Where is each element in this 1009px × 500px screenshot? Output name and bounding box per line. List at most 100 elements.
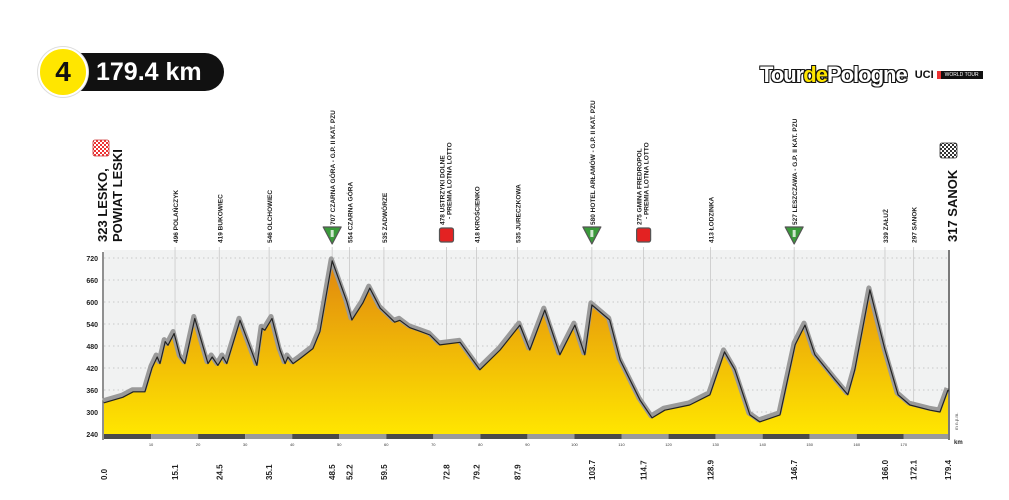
waypoint-label: 535 ZADWÓRZE — [380, 192, 389, 243]
x-minor-tick-label: 130 — [712, 442, 719, 447]
waypoint-label: 546 OLCHOWIEC — [267, 190, 274, 243]
y-tick-label: 720 — [86, 256, 98, 263]
waypoint-label: 419 BUKOWIEC — [217, 194, 224, 243]
logo-tour: Tour — [759, 61, 804, 87]
y-tick-label: 240 — [86, 432, 98, 439]
km-bar-segment — [104, 434, 152, 439]
km-label: 48.5 — [328, 464, 337, 480]
y-axis-unit: m n.p.m. — [954, 412, 959, 430]
x-minor-tick-label: 110 — [618, 442, 625, 447]
km-label: 128.9 — [706, 459, 715, 480]
km-bar-segment — [292, 434, 340, 439]
km-bar-segment — [715, 434, 763, 439]
km-label: 179.4 — [944, 459, 953, 480]
km-bar-segment — [527, 434, 575, 439]
km-bar-segment — [245, 434, 293, 439]
x-minor-tick-label: 40 — [290, 442, 295, 447]
stage-badge: 4 179.4 km — [38, 47, 224, 97]
km-bar-segment — [386, 434, 434, 439]
waypoint-label: 297 SANOK — [912, 207, 919, 243]
uci-logo: UCI — [914, 69, 934, 81]
x-minor-tick-label: 160 — [853, 442, 860, 447]
finish-flag-icon — [939, 142, 958, 159]
y-tick-label: 540 — [86, 322, 98, 329]
sprint-icon — [438, 227, 455, 243]
waypoint-label: 339 ZAŁUŻ — [882, 209, 890, 243]
x-minor-tick-label: 140 — [759, 442, 766, 447]
waypoint-label-secondary: - PREMIA LOTNA LOTTO — [446, 142, 453, 219]
km-label: 79.2 — [473, 464, 482, 480]
km-label: 172.1 — [910, 459, 919, 480]
km-bar-segment — [668, 434, 716, 439]
km-bar-segment — [762, 434, 810, 439]
x-minor-tick-label: 50 — [337, 442, 342, 447]
y-tick-label: 300 — [86, 410, 98, 417]
y-tick-label: 420 — [86, 366, 98, 373]
km-bar-segment — [809, 434, 857, 439]
x-minor-tick-label: 100 — [571, 442, 578, 447]
x-minor-tick-label: 120 — [665, 442, 672, 447]
stage-number: 4 — [38, 47, 88, 97]
x-minor-tick-label: 60 — [384, 442, 389, 447]
x-minor-tick-label: 90 — [525, 442, 530, 447]
x-axis-unit: km — [954, 440, 963, 446]
logo-wordmark: TourdePologne — [759, 61, 908, 88]
x-minor-tick-label: 30 — [243, 442, 248, 447]
km-bar-segment — [433, 434, 481, 439]
waypoint-label: 496 POLAŃCZYK — [171, 190, 180, 243]
waypoint-label: 535 JURECZKOWA — [516, 184, 523, 243]
logo-pologne: Pologne — [826, 61, 908, 87]
y-tick-label: 360 — [86, 388, 98, 395]
km-label: 146.7 — [790, 459, 799, 480]
waypoint-label: 527 LESZCZAWA - G.P. II KAT. PZU — [792, 118, 799, 225]
km-label: 72.8 — [442, 464, 451, 480]
start-label-line2: POWIAT LESKI — [110, 149, 125, 242]
finish-label: 317 SANOK — [945, 169, 960, 242]
waypoint-label: 478 USTRZYKI DOLNE — [439, 155, 446, 225]
km-bar-segment — [903, 434, 948, 439]
x-minor-tick-label: 10 — [149, 442, 154, 447]
waypoint-label: 413 ŁODZINKA — [708, 196, 715, 243]
waypoint-label-secondary: - PREMIA LOTNA LOTTO — [644, 142, 651, 219]
tour-de-pologne-logo: TourdePologne UCI WORLD TOUR — [759, 61, 983, 88]
waypoint-label: 275 GMINA FREDROPOL — [637, 148, 644, 225]
waypoint-label: 554 CZARNA GÓRA — [346, 182, 355, 243]
km-label: 0.0 — [100, 468, 109, 480]
stage-distance: 179.4 km — [80, 53, 224, 91]
start-flag-icon — [92, 139, 110, 157]
x-minor-tick-label: 20 — [196, 442, 201, 447]
y-tick-label: 660 — [86, 278, 98, 285]
km-label: 166.0 — [881, 459, 890, 480]
x-minor-tick-label: 70 — [431, 442, 436, 447]
km-label: 35.1 — [265, 464, 274, 480]
km-label: 103.7 — [588, 459, 597, 480]
km-bar-segment — [198, 434, 246, 439]
km-bar-segment — [151, 434, 199, 439]
km-label: 87.9 — [514, 464, 523, 480]
km-label: 52.2 — [346, 464, 355, 480]
km-bar-segment — [856, 434, 904, 439]
world-tour-badge: WORLD TOUR — [936, 71, 983, 79]
km-label: 15.1 — [171, 464, 180, 480]
start-label-line1: 323 LESKO, — [95, 168, 110, 242]
x-minor-tick-label: 80 — [478, 442, 483, 447]
km-label: 24.5 — [215, 464, 224, 480]
sprint-icon — [636, 227, 652, 243]
climb-icon-mark — [590, 230, 594, 237]
km-label: 114.7 — [640, 460, 649, 480]
km-label: 59.5 — [380, 464, 389, 480]
y-tick-label: 600 — [86, 300, 98, 307]
elevation-line — [103, 260, 949, 423]
km-bar-segment — [339, 434, 387, 439]
y-tick-label: 480 — [86, 344, 98, 351]
climb-icon-mark — [330, 230, 334, 237]
waypoint-label: 580 HOTEL ARŁAMÓW - G.P. II KAT. PZU — [588, 100, 597, 225]
km-bar-segment — [574, 434, 622, 439]
km-bar-segment — [621, 434, 669, 439]
waypoint-label: 707 CZARNA GÓRA - G.P. II KAT. PZU — [328, 110, 337, 225]
waypoint-label: 418 KROŚCIENKO — [473, 186, 482, 243]
climb-icon-mark — [792, 230, 796, 237]
x-minor-tick-label: 170 — [900, 442, 907, 447]
logo-de: de — [803, 61, 829, 87]
x-minor-tick-label: 150 — [806, 442, 813, 447]
